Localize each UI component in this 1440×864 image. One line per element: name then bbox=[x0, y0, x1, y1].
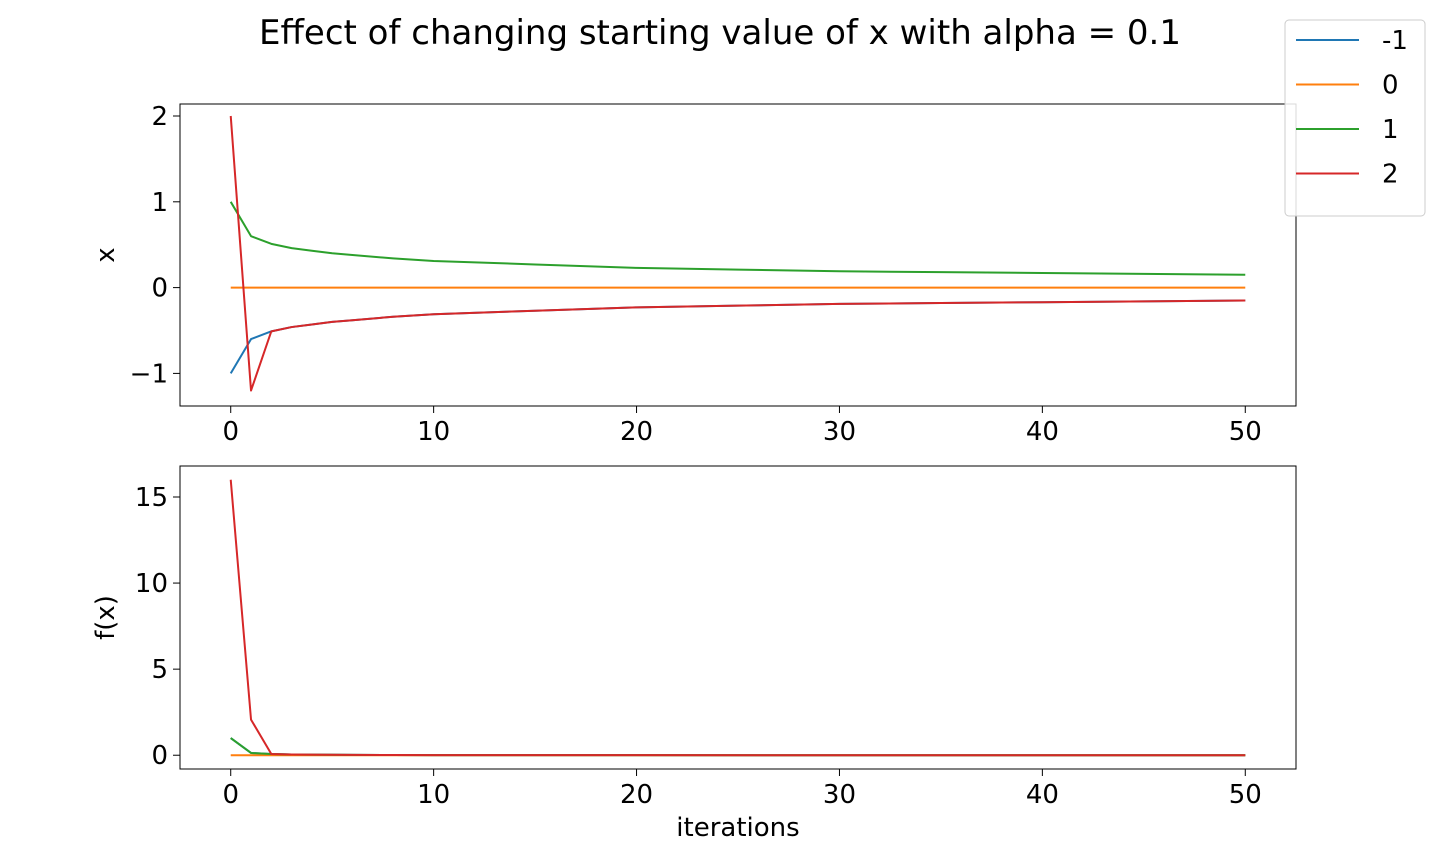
bottom-panel-x-ticks: 0 10 20 30 40 50 bbox=[222, 769, 1262, 810]
top-x-tick-label: 10 bbox=[417, 417, 450, 447]
top-y-tick-label: −1 bbox=[130, 359, 168, 389]
legend-label-0: 0 bbox=[1382, 71, 1399, 101]
top-y-tick-label: 2 bbox=[151, 102, 168, 132]
top-panel-y-label: x bbox=[91, 247, 121, 262]
legend-box bbox=[1284, 19, 1426, 217]
bottom-x-tick-label: 40 bbox=[1026, 780, 1059, 810]
bottom-series-line-1 bbox=[230, 737, 1246, 757]
top-x-tick-label: 0 bbox=[222, 417, 239, 447]
bottom-y-tick-label: 0 bbox=[151, 741, 168, 771]
bottom-x-tick-label: 0 bbox=[222, 780, 239, 810]
top-y-tick-label: 1 bbox=[151, 188, 168, 218]
bottom-x-tick-label: 50 bbox=[1229, 780, 1262, 810]
bottom-panel-fx: 0 10 20 30 40 50 0 5 10 15 f(x) iterations bbox=[91, 465, 1297, 843]
top-x-tick-label: 50 bbox=[1229, 417, 1262, 447]
legend-label-2: 2 bbox=[1382, 160, 1399, 190]
legend-label-1: 1 bbox=[1382, 115, 1399, 145]
bottom-panel-frame bbox=[179, 465, 1297, 770]
bottom-x-tick-label: 20 bbox=[620, 780, 653, 810]
top-series-line-2 bbox=[229, 115, 1246, 392]
bottom-y-tick-label: 5 bbox=[151, 655, 168, 685]
bottom-series-line--1 bbox=[230, 737, 1246, 757]
bottom-panel-x-label: iterations bbox=[676, 813, 799, 843]
bottom-panel-y-label: f(x) bbox=[91, 595, 121, 640]
top-series-line--1 bbox=[229, 299, 1246, 374]
top-panel-x-ticks: 0 10 20 30 40 50 bbox=[222, 406, 1262, 447]
top-panel-y-ticks: −1 0 1 2 bbox=[130, 102, 180, 389]
bottom-panel-series bbox=[229, 479, 1246, 757]
legend-entries: -1 0 1 2 bbox=[1296, 26, 1408, 190]
top-y-tick-label: 0 bbox=[151, 274, 168, 304]
top-x-tick-label: 20 bbox=[620, 417, 653, 447]
figure-title: Effect of changing starting value of x w… bbox=[259, 13, 1181, 53]
bottom-series-line-2 bbox=[229, 479, 1246, 757]
top-x-tick-label: 30 bbox=[823, 417, 856, 447]
bottom-y-tick-label: 10 bbox=[135, 569, 168, 599]
legend: -1 0 1 2 bbox=[1284, 19, 1426, 217]
bottom-panel-y-ticks: 0 5 10 15 bbox=[135, 483, 180, 771]
top-panel-series bbox=[229, 115, 1246, 392]
legend-label--1: -1 bbox=[1382, 26, 1408, 56]
bottom-y-tick-label: 15 bbox=[135, 483, 168, 513]
top-panel-x: 0 10 20 30 40 50 −1 0 1 2 x bbox=[91, 102, 1297, 447]
bottom-x-tick-label: 10 bbox=[417, 780, 450, 810]
top-x-tick-label: 40 bbox=[1026, 417, 1059, 447]
top-panel-frame bbox=[179, 103, 1297, 407]
bottom-x-tick-label: 30 bbox=[823, 780, 856, 810]
top-series-line-1 bbox=[229, 201, 1246, 276]
